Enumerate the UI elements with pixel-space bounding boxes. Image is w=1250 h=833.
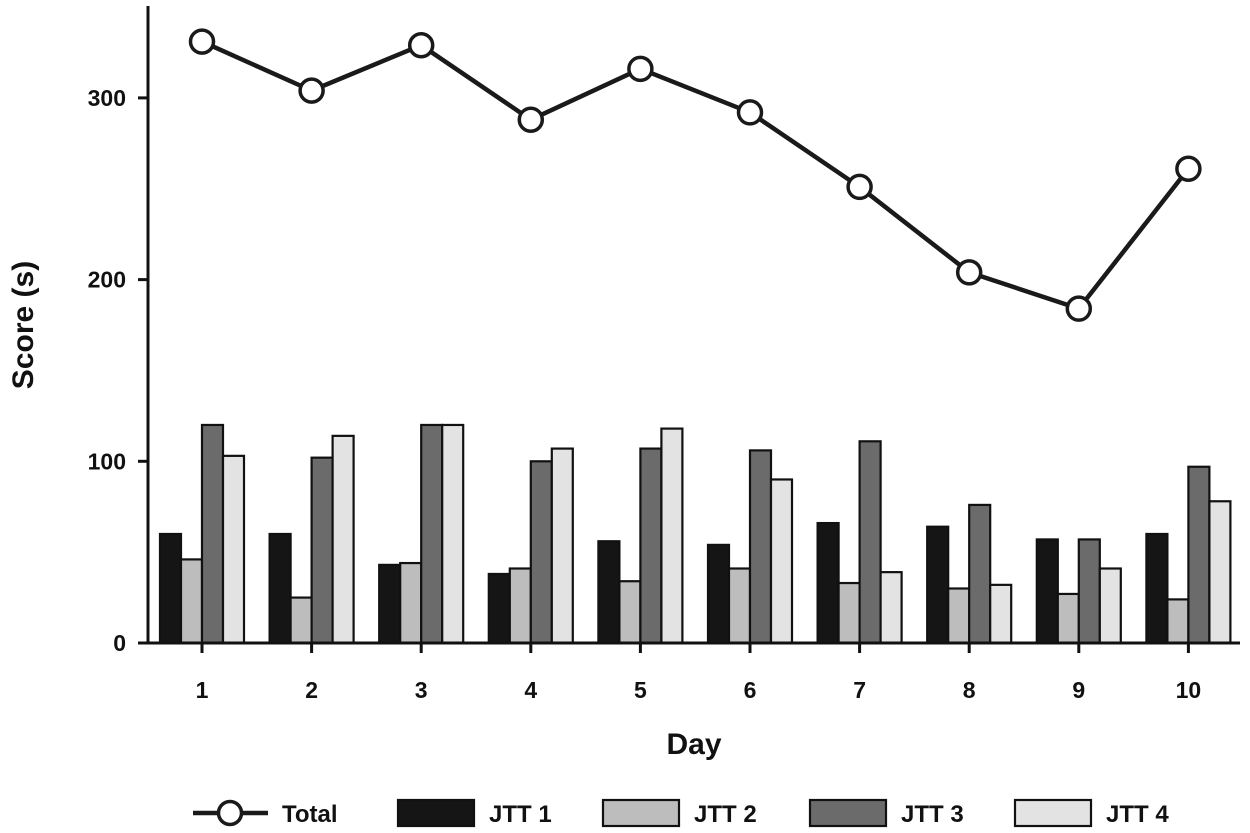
x-tick-label-7: 7 (853, 677, 866, 703)
bar-jtt4-day-6 (769, 478, 794, 645)
total-point-day-1 (188, 28, 216, 55)
x-tick-label-4: 4 (524, 677, 537, 703)
bar-jtt4-day-4 (550, 447, 574, 645)
total-point-day-2 (298, 77, 325, 104)
total-point-day-8 (955, 259, 983, 286)
bar-jtt2-day-6 (727, 567, 752, 645)
bar-jtt3-day-10 (1187, 465, 1211, 645)
bar-jtt3-day-3 (420, 423, 444, 645)
bar-jtt3-day-2 (310, 456, 334, 645)
bar-jtt4-day-1 (221, 454, 246, 645)
x-tick-label-5: 5 (634, 677, 647, 703)
legend-jtt4-swatch (1013, 798, 1093, 828)
bar-jtt2-day-5 (618, 580, 642, 645)
y-tick-label-100: 100 (88, 448, 126, 474)
bar-jtt3-day-8 (968, 503, 992, 645)
bars-layer (158, 423, 1232, 645)
y-tick-label-0: 0 (113, 630, 126, 656)
x-tick-label-10: 10 (1176, 677, 1202, 703)
total-point-day-7 (846, 173, 873, 201)
legend-jtt3-label: JTT 3 (901, 801, 964, 828)
bar-jtt1-day-1 (158, 532, 183, 645)
y-tick-label-200: 200 (88, 267, 126, 293)
bar-jtt1-day-6 (706, 543, 731, 645)
legend-jtt2-swatch (601, 798, 681, 828)
y-axis-title: Score (s) (7, 261, 40, 389)
legend-jtt1-label: JTT 1 (489, 801, 552, 828)
y-tick-label-300: 300 (88, 85, 126, 111)
x-tick-label-6: 6 (744, 677, 757, 703)
x-axis-title: Day (666, 728, 721, 761)
bar-jtt4-day-8 (989, 583, 1013, 645)
total-point-day-4 (517, 106, 545, 133)
legend-total-marker (216, 799, 244, 827)
bar-jtt1-day-2 (268, 532, 292, 645)
bar-jtt2-day-10 (1166, 598, 1190, 645)
bar-jtt1-day-9 (1035, 538, 1059, 645)
bar-jtt2-day-9 (1056, 592, 1080, 645)
bar-jtt2-day-2 (289, 596, 313, 645)
legend: Total JTT 1 JTT 2 JTT 3 JTT 4 (193, 798, 1169, 828)
bar-jtt2-day-3 (399, 561, 423, 645)
legend-jtt4-label: JTT 4 (1106, 801, 1169, 828)
bar-jtt3-day-1 (200, 423, 225, 645)
bar-jtt2-day-8 (947, 587, 971, 645)
x-tick-label-3: 3 (415, 677, 428, 703)
bar-jtt1-day-8 (926, 525, 950, 645)
total-point-day-5 (627, 55, 654, 83)
total-point-day-10 (1175, 155, 1202, 183)
bar-jtt2-day-1 (179, 558, 204, 645)
total-point-day-6 (736, 99, 764, 126)
total-point-day-9 (1065, 295, 1093, 322)
bar-jtt3-day-5 (639, 447, 663, 645)
total-point-day-3 (407, 31, 435, 59)
bar-jtt3-day-6 (748, 449, 773, 645)
bar-jtt2-day-7 (837, 581, 861, 645)
ticks-layer: 0 100 200 300 1 2 3 4 5 6 7 8 9 10 (88, 85, 1202, 703)
bar-jtt2-day-4 (508, 567, 532, 645)
bar-jtt1-day-3 (378, 563, 402, 645)
bar-jtt3-day-9 (1077, 538, 1101, 645)
bar-jtt4-day-3 (441, 423, 465, 645)
bar-jtt3-day-7 (858, 440, 882, 645)
bar-jtt4-day-10 (1208, 500, 1232, 645)
bar-jtt4-day-9 (1098, 567, 1122, 645)
bar-jtt4-day-5 (660, 427, 684, 645)
bar-jtt4-day-2 (331, 434, 355, 645)
bar-jtt1-day-7 (816, 521, 840, 645)
bar-jtt1-day-5 (597, 540, 621, 645)
legend-jtt3-swatch (808, 798, 888, 828)
legend-jtt2-label: JTT 2 (694, 801, 757, 828)
bar-jtt4-day-7 (879, 571, 903, 645)
bar-jtt1-day-4 (487, 572, 511, 645)
x-tick-label-9: 9 (1072, 677, 1085, 703)
legend-jtt1-swatch (396, 798, 476, 828)
x-tick-label-2: 2 (305, 677, 318, 703)
legend-total-label: Total (282, 801, 338, 828)
bar-jtt1-day-10 (1145, 532, 1169, 645)
line-layer (188, 28, 1202, 322)
total-line (201, 39, 1191, 311)
x-tick-label-1: 1 (196, 677, 209, 703)
axes-layer (146, 6, 1240, 645)
bar-jtt3-day-4 (529, 460, 553, 645)
x-tick-label-8: 8 (963, 677, 976, 703)
